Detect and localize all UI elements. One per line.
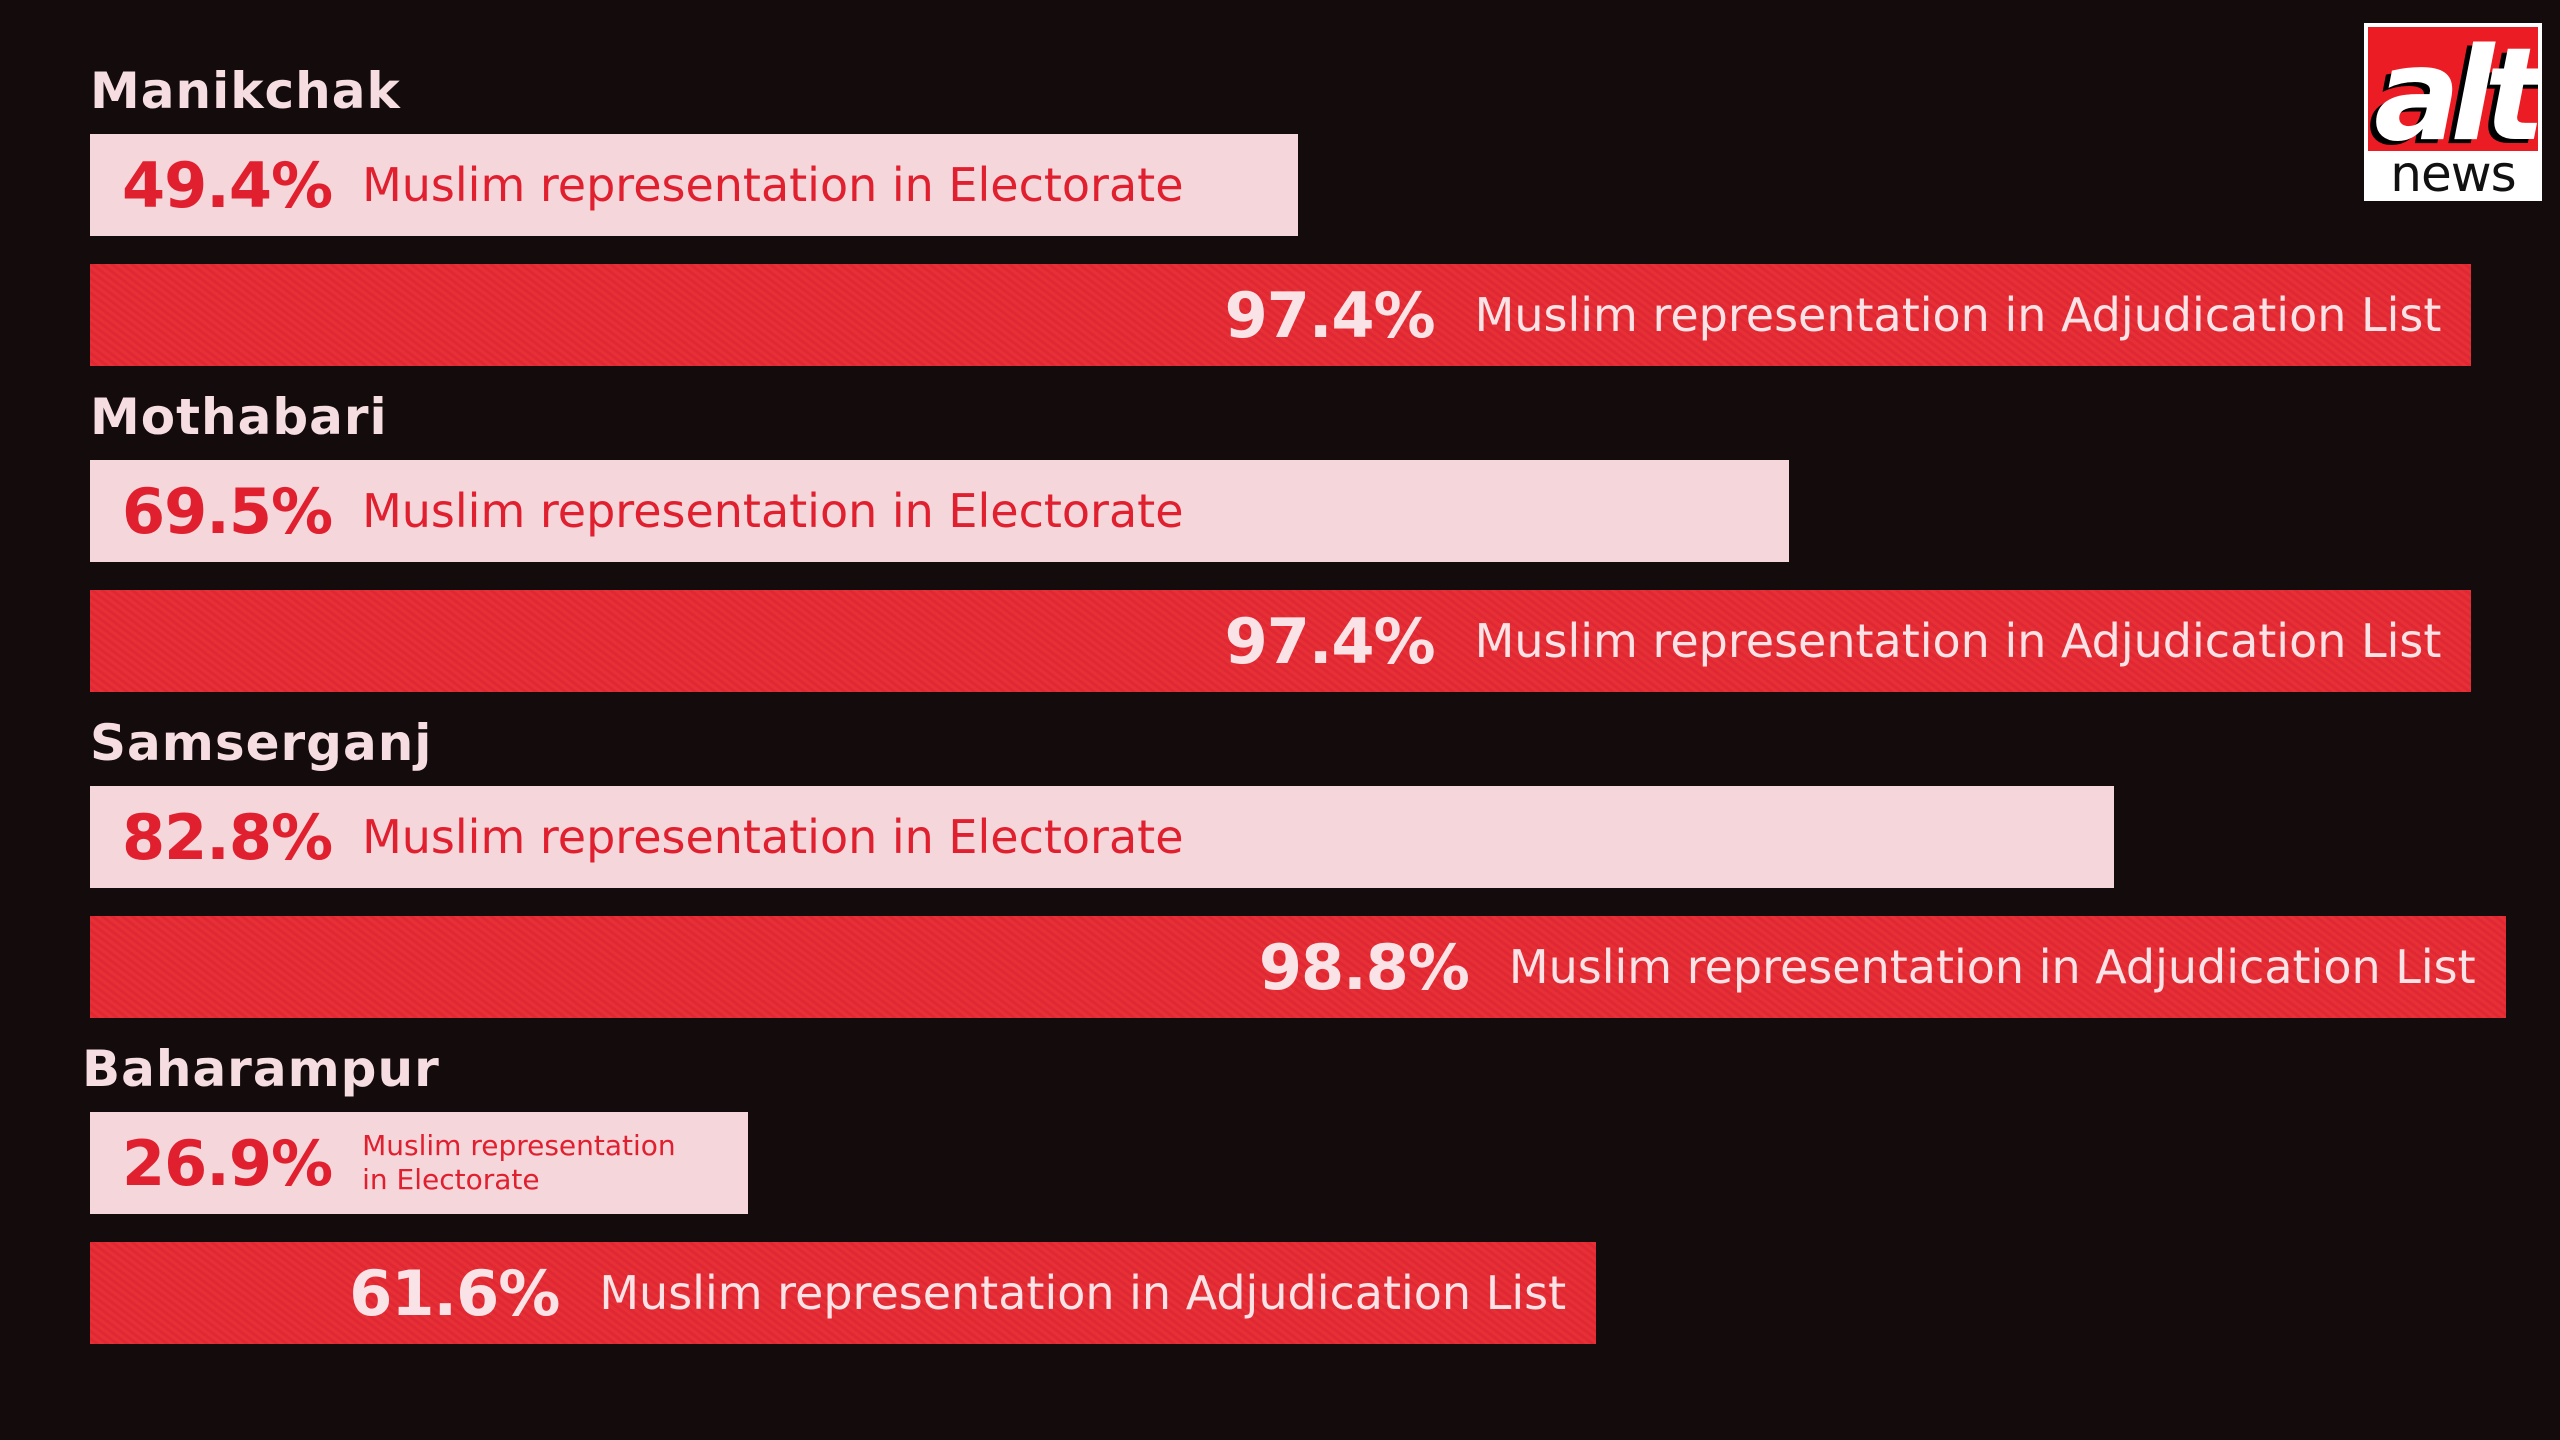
group-label: Mothabari bbox=[90, 388, 388, 446]
bar-value-label: 26.9% bbox=[122, 1126, 333, 1200]
bar-description: Muslim representation in Electorate bbox=[362, 158, 1184, 212]
adjudication-bar: 97.4% Muslim representation in Adjudicati… bbox=[90, 590, 2472, 692]
bar-description: Muslim representation in Electorate bbox=[362, 484, 1184, 538]
bar-value-label: 82.8% bbox=[122, 800, 333, 874]
bar-description: Muslim representation in Adjudication Li… bbox=[1474, 614, 2442, 668]
altnews-logo: alt news bbox=[2364, 23, 2542, 201]
adjudication-bar: 98.8% Muslim representation in Adjudicati… bbox=[90, 916, 2506, 1018]
bar-description: Muslim representation in Adjudication Li… bbox=[1474, 288, 2442, 342]
bar-description: Muslim representation in Electorate bbox=[362, 1129, 676, 1196]
bar-value-label: 61.6% bbox=[349, 1256, 560, 1330]
group-label: Samserganj bbox=[90, 714, 433, 772]
group-label: Baharampur bbox=[82, 1040, 440, 1098]
electorate-bar: 49.4% Muslim representation in Electorate bbox=[90, 134, 1298, 236]
logo-news-text: news bbox=[2390, 145, 2516, 203]
bar-description: Muslim representation in Electorate bbox=[362, 810, 1184, 864]
bar-value-label: 97.4% bbox=[1224, 278, 1436, 352]
bar-value-label: 49.4% bbox=[122, 148, 333, 222]
bar-value-label: 98.8% bbox=[1258, 930, 1470, 1004]
adjudication-bar: 61.6% Muslim representation in Adjudicati… bbox=[90, 1242, 1597, 1344]
electorate-bar: 82.8% Muslim representation in Electorate bbox=[90, 786, 2115, 888]
bar-value-label: 97.4% bbox=[1224, 604, 1436, 678]
group-label: Manikchak bbox=[90, 62, 401, 120]
logo-alt-text: alt bbox=[2374, 27, 2538, 151]
electorate-bar: 69.5% Muslim representation in Electorate bbox=[90, 460, 1790, 562]
bar-description: Muslim representation in Adjudication Li… bbox=[1508, 940, 2476, 994]
adjudication-bar: 97.4% Muslim representation in Adjudicati… bbox=[90, 264, 2472, 366]
bar-value-label: 69.5% bbox=[122, 474, 333, 548]
bar-description: Muslim representation in Adjudication Li… bbox=[599, 1266, 1567, 1320]
electorate-bar: 26.9% Muslim representation in Electorate bbox=[90, 1112, 748, 1214]
